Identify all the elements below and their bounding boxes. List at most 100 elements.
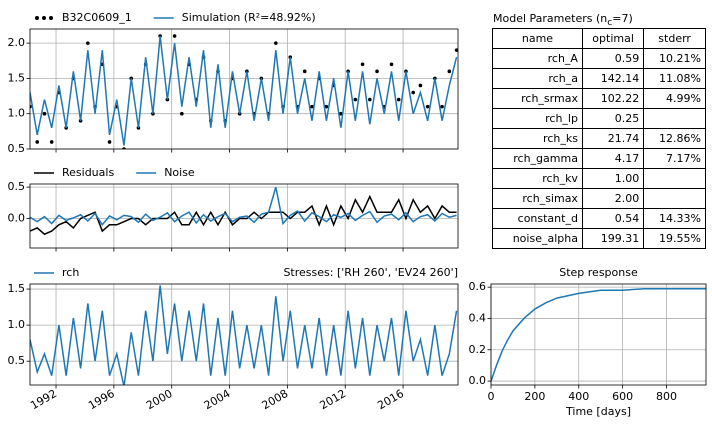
data-point (418, 83, 423, 88)
y-tick-label: 2.0 (8, 36, 26, 49)
table-row: noise_alpha 199.31 19.55% (492, 228, 706, 249)
data-line (30, 35, 458, 146)
table-cell: rch_A (492, 48, 583, 69)
table-cell: 21.74 (581, 128, 645, 149)
data-point (440, 104, 444, 109)
data-point (360, 62, 365, 67)
data-point (367, 97, 372, 102)
column-header: name (492, 28, 583, 49)
data-point (339, 111, 343, 116)
table-row: rch_lp 0.25 (492, 108, 706, 129)
x-tick-label: 2012 (317, 387, 348, 412)
data-point (30, 104, 32, 109)
table-cell: 14.33% (643, 208, 706, 229)
y-tick-label: 1.0 (8, 107, 26, 120)
x-tick-label: 800 (656, 390, 677, 403)
table-cell: 199.31 (581, 228, 645, 249)
y-tick-label: 1.5 (8, 71, 26, 84)
y-tick-label: 0.5 (8, 180, 26, 193)
data-point (411, 90, 415, 95)
parameter-table: name optimal stderr rch_A 0.59 10.21% rch_a 142… (492, 28, 706, 249)
y-tick-label: 1.0 (8, 318, 26, 331)
table-cell: 7.17% (643, 148, 706, 169)
table-cell: 10.21% (643, 48, 706, 69)
legend-label: Residuals (62, 166, 114, 179)
data-line (30, 194, 457, 236)
y-tick-label: 0.6 (469, 280, 487, 293)
data-point (454, 48, 458, 52)
empty-cell (643, 108, 706, 129)
table-row: rch_ks 21.74 12.86% (492, 128, 706, 149)
table-cell: 102.22 (581, 88, 645, 109)
table-row: rch_kv 1.00 (492, 168, 706, 189)
table-row: constant_d 0.54 14.33% (492, 208, 706, 229)
legend-marker (49, 16, 53, 20)
data-point (310, 104, 314, 109)
legend-label: B32C0609_1 (62, 11, 132, 24)
y-tick-label: 0.4 (469, 311, 487, 324)
legend-label: rch (62, 266, 79, 279)
y-tick-label: 0.0 (469, 374, 487, 387)
table-cell: 4.17 (581, 148, 645, 169)
x-tick-label: 400 (568, 390, 589, 403)
data-point (35, 140, 40, 144)
legend-marker (42, 16, 46, 20)
table-cell: 0.54 (581, 208, 645, 229)
table-cell: rch_kv (492, 168, 583, 189)
table-row: rch_simax 2.00 (492, 188, 706, 209)
table-row: rch_gamma 4.17 7.17% (492, 148, 706, 169)
y-tick-label: 0.5 (8, 142, 26, 155)
data-point (324, 104, 329, 109)
data-point (353, 97, 358, 102)
x-tick-label: 2004 (202, 387, 233, 412)
x-tick-label: 1992 (28, 387, 59, 412)
table-row: rch_srmax 102.22 4.99% (492, 88, 706, 109)
legend-marker (35, 16, 39, 20)
data-line (30, 285, 458, 385)
table-cell: rch_ks (492, 128, 583, 149)
table-cell: rch_srmax (492, 88, 583, 109)
table-row: rch_a 142.14 11.08% (492, 68, 706, 89)
data-point (86, 41, 90, 45)
x-tick-label: 2016 (375, 387, 406, 412)
data-line (491, 287, 706, 382)
table-cell: rch_lp (492, 108, 583, 129)
table-cell: 0.59 (581, 48, 645, 69)
header-row: name optimal stderr (492, 28, 706, 49)
table-cell: 4.99% (643, 88, 706, 109)
x-tick-label: 600 (612, 390, 633, 403)
table-cell: constant_d (492, 208, 583, 229)
legend-label: Simulation (R²=48.92%) (182, 11, 316, 24)
table-cell: 0.25 (581, 108, 645, 129)
data-point (396, 97, 401, 102)
y-tick-label: 0.2 (469, 343, 487, 356)
data-point (107, 140, 112, 144)
legend-label: Noise (164, 166, 195, 179)
data-point (49, 140, 54, 144)
data-point (447, 69, 452, 74)
axes-frame (29, 283, 459, 386)
table-cell: 142.14 (581, 68, 645, 89)
axes-frame (490, 283, 707, 386)
data-line (30, 186, 457, 227)
table-cell: 2.00 (581, 188, 645, 209)
y-tick-label: 1.5 (8, 282, 26, 295)
data-point (180, 111, 184, 116)
table-cell: rch_gamma (492, 148, 583, 169)
data-point (42, 111, 47, 116)
x-tick-label: 0 (488, 390, 495, 403)
annotation: Stresses: ['RH 260', 'EV24 260'] (283, 266, 458, 279)
table-cell: 19.55% (643, 228, 706, 249)
x-tick-label: 2008 (260, 387, 291, 412)
table-row: rch_A 0.59 10.21% (492, 48, 706, 69)
data-point (274, 41, 278, 45)
empty-cell (643, 188, 706, 209)
table-cell: rch_simax (492, 188, 583, 209)
table-cell: rch_a (492, 68, 583, 89)
table-cell: 12.86% (643, 128, 706, 149)
x-tick-label: 2000 (144, 387, 175, 412)
x-axis-label: Time [days] (565, 405, 631, 418)
axes-frame (29, 183, 459, 249)
